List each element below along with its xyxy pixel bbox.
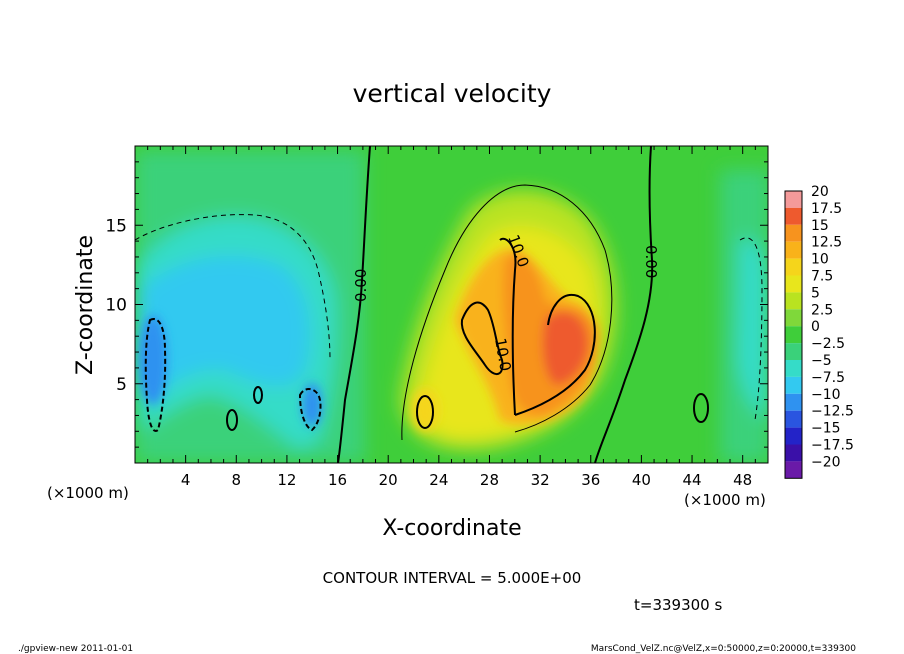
- colorbar-swatch: [785, 410, 802, 428]
- contour-lines: [135, 146, 763, 463]
- x-tick-label: 8: [232, 471, 242, 489]
- x-tick-label: 16: [328, 471, 347, 489]
- x-unit-label-right: (×1000 m): [684, 491, 766, 509]
- colorbar-label: 2.5: [811, 302, 833, 318]
- colorbar-label: −12.5: [811, 404, 854, 420]
- colorbar-swatch: [785, 224, 802, 242]
- colorbar-swatch: [785, 207, 802, 225]
- footer-right: MarsCond_VelZ.nc@VelZ,x=0:50000,z=0:2000…: [591, 644, 856, 654]
- footer-left: ./gpview-new 2011-01-01: [18, 644, 133, 654]
- strong-downdraft-left: [139, 315, 167, 405]
- contour-ten-b: [514, 293, 596, 416]
- contour-small-a: [226, 409, 238, 431]
- x-axis-label: X-coordinate: [382, 516, 521, 541]
- colorbar-label: 10: [811, 252, 829, 268]
- x-tick-label: 4: [181, 471, 191, 489]
- contour-ten-d: [416, 395, 434, 429]
- colorbar-swatch: [785, 360, 802, 377]
- colorbar-swatch: [785, 326, 802, 344]
- x-tick-label: 48: [733, 471, 752, 489]
- x-tick-label: 36: [581, 471, 600, 489]
- chart-title: vertical velocity: [353, 79, 552, 108]
- y-tick-label: 10: [105, 296, 127, 316]
- y-tick-label: 15: [105, 216, 127, 236]
- colorbar-frame: [784, 190, 803, 479]
- x-tick-label: 24: [429, 471, 448, 489]
- colorbar-swatch: [785, 309, 802, 327]
- colorbar-label: −7.5: [811, 370, 845, 386]
- contour-label: 0.00: [642, 245, 660, 278]
- contour-zero-right: [594, 146, 654, 463]
- contour-five: [401, 184, 613, 441]
- colorbar-swatch: [785, 275, 802, 293]
- colorbar-label: 7.5: [811, 269, 833, 285]
- colorbar-swatch: [785, 191, 802, 208]
- colorbar-swatch: [785, 393, 802, 411]
- x-tick-label: 40: [632, 471, 651, 489]
- contour-zero-left: [337, 146, 371, 463]
- x-unit-label-left: (×1000 m): [47, 484, 129, 502]
- colorbar-label: −15: [811, 421, 841, 437]
- x-axis: 4 8 12 16 20 24 28 32 36 40 44 48: [134, 146, 769, 489]
- colorbar-swatch: [785, 343, 802, 360]
- x-tick-label: 20: [379, 471, 398, 489]
- colorbar: 2017.51512.5107.552.50−2.5−5−7.5−10−12.5…: [784, 184, 854, 479]
- colorbar-label: 12.5: [811, 235, 842, 251]
- colorbar-swatch: [785, 241, 802, 259]
- colorbar-swatch: [785, 292, 802, 310]
- contour-small-c: [693, 393, 709, 423]
- x-tick-label: 12: [277, 471, 296, 489]
- contour-label-group: 0.00 0.00 10.0 10.0: [352, 232, 660, 372]
- colorbar-label: 15: [811, 218, 829, 234]
- contour-neg-five: [135, 214, 331, 361]
- colorbar-label: 20: [811, 184, 829, 200]
- colorbar-swatch: [785, 461, 802, 479]
- contour-neg-ten-left: [144, 318, 167, 432]
- x-tick-label: 44: [682, 471, 701, 489]
- small-updraft: [411, 388, 439, 432]
- downdraft-lightblue: [140, 255, 310, 400]
- colorbar-label: −2.5: [811, 336, 845, 352]
- colorbar-swatch: [785, 427, 802, 445]
- colorbar-swatch: [785, 258, 802, 276]
- y-axis: 5 10 15: [105, 161, 768, 448]
- colorbar-label: 5: [811, 285, 820, 301]
- updraft-core: [542, 311, 589, 385]
- contour-label: 0.00: [352, 269, 370, 302]
- contour-ten-c: [460, 301, 504, 375]
- x-tick-label: 28: [480, 471, 499, 489]
- downdraft-right: [737, 239, 768, 420]
- colorbar-label: 17.5: [811, 201, 842, 217]
- contour-neg-ten-mid: [298, 388, 322, 432]
- contour-interval-note: CONTOUR INTERVAL = 5.000E+00: [323, 569, 582, 587]
- x-tick-label: 32: [531, 471, 550, 489]
- strong-downdraft-mid: [302, 383, 322, 427]
- contour-neg-five-right: [739, 237, 763, 421]
- contour-label: 10.0: [491, 337, 515, 373]
- colorbar-label: 0: [811, 319, 820, 335]
- colorbar-swatch: [785, 444, 802, 462]
- colorbar-label: −20: [811, 454, 841, 470]
- time-stamp: t=339300 s: [634, 596, 722, 614]
- colorbar-label: −10: [811, 387, 841, 403]
- colorbar-swatch: [785, 376, 802, 394]
- colorbar-label: −17.5: [811, 438, 854, 454]
- y-tick-label: 5: [116, 375, 127, 395]
- contour-small-b: [253, 386, 263, 404]
- colorbar-label: −5: [811, 353, 832, 369]
- y-axis-label: Z-coordinate: [73, 235, 98, 375]
- heatmap-field: [135, 146, 768, 463]
- contour-ten-a: [499, 237, 517, 416]
